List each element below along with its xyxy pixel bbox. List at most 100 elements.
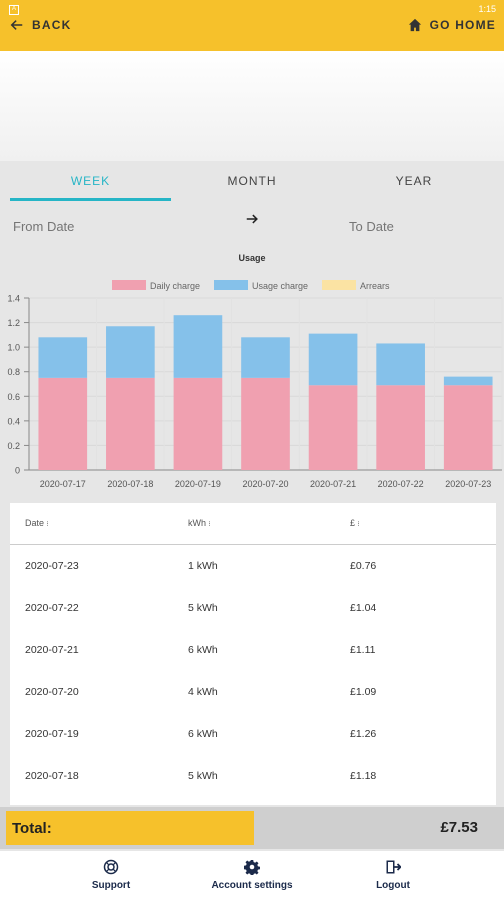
x-tick-label: 2020-07-23 bbox=[445, 479, 491, 489]
cell-cost: £1.09 bbox=[350, 686, 377, 698]
legend-swatch bbox=[112, 280, 146, 290]
y-tick-label: 1.4 bbox=[7, 294, 20, 304]
notification-icon: A bbox=[9, 5, 19, 15]
bar-segment bbox=[38, 337, 88, 378]
cell-cost: £0.76 bbox=[350, 560, 377, 572]
x-tick-label: 2020-07-18 bbox=[107, 479, 153, 489]
sort-icon: ⁝ bbox=[208, 521, 211, 528]
table-row: 2020-07-23 1 kWh £0.76 bbox=[10, 545, 496, 587]
y-tick-label: 1.2 bbox=[7, 318, 20, 328]
table-row: 2020-07-20 4 kWh £1.09 bbox=[10, 671, 496, 713]
column-header-kwh[interactable]: kWh ⁝ bbox=[188, 518, 211, 528]
column-header-date[interactable]: Date ⁝ bbox=[25, 518, 49, 528]
bar-segment bbox=[173, 315, 223, 378]
back-button[interactable]: BACK bbox=[10, 16, 71, 34]
total-bar: Total: £7.53 bbox=[0, 807, 504, 849]
bar-segment bbox=[443, 385, 493, 470]
table-row: 2020-07-18 5 kWh £1.18 bbox=[10, 755, 496, 797]
cell-date: 2020-07-23 bbox=[25, 560, 79, 572]
date-range bbox=[0, 206, 504, 246]
bar-segment bbox=[38, 377, 88, 470]
bar-segment bbox=[308, 333, 358, 386]
cell-date: 2020-07-18 bbox=[25, 770, 79, 782]
bar-segment bbox=[241, 337, 290, 378]
x-tick-label: 2020-07-22 bbox=[378, 479, 424, 489]
from-date-input[interactable] bbox=[13, 214, 173, 238]
nav-logout-label: Logout bbox=[376, 880, 410, 891]
total-value: £7.53 bbox=[440, 819, 478, 836]
tab-week[interactable]: WEEK bbox=[70, 174, 111, 188]
cell-kwh: 5 kWh bbox=[188, 770, 218, 782]
legend-swatch bbox=[214, 280, 248, 290]
cell-date: 2020-07-21 bbox=[25, 644, 79, 656]
usage-chart-svg: Usage Daily charge Usage charge Arrears 0 0.2… bbox=[7, 253, 503, 489]
bar-segment bbox=[376, 343, 425, 386]
back-label: BACK bbox=[32, 18, 72, 32]
column-header-cost[interactable]: £ ⁝ bbox=[350, 518, 360, 528]
bar-segment bbox=[106, 377, 155, 470]
y-tick-label: 0.2 bbox=[7, 441, 20, 451]
legend-label: Arrears bbox=[360, 281, 390, 291]
tab-month[interactable]: MONTH bbox=[227, 174, 277, 188]
cell-date: 2020-07-20 bbox=[25, 686, 79, 698]
cell-date: 2020-07-19 bbox=[25, 728, 79, 740]
cell-cost: £1.18 bbox=[350, 770, 377, 782]
cell-cost: £1.11 bbox=[350, 644, 376, 656]
y-tick-label: 0.8 bbox=[7, 367, 20, 377]
table-row: 2020-07-21 6 kWh £1.11 bbox=[10, 629, 496, 671]
tab-year[interactable]: YEAR bbox=[395, 174, 433, 188]
nav-support-label: Support bbox=[91, 880, 131, 891]
nav-account-settings-label: Account settings bbox=[211, 880, 293, 891]
x-tick-label: 2020-07-20 bbox=[242, 479, 288, 489]
home-icon bbox=[408, 18, 421, 32]
bar-segment bbox=[106, 326, 155, 378]
cell-kwh: 6 kWh bbox=[188, 728, 218, 740]
top-panel bbox=[0, 51, 504, 161]
cell-kwh: 4 kWh bbox=[188, 686, 218, 698]
table-row: 2020-07-19 6 kWh £1.26 bbox=[10, 713, 496, 755]
sort-icon: ⁝ bbox=[46, 521, 49, 528]
cell-kwh: 1 kWh bbox=[188, 560, 218, 572]
nav-support[interactable]: Support bbox=[51, 859, 171, 891]
nav-account-settings[interactable]: Account settings bbox=[192, 859, 312, 891]
gear-icon bbox=[244, 860, 260, 875]
legend-label: Daily charge bbox=[150, 281, 200, 291]
arrow-right-icon bbox=[246, 214, 258, 224]
bar-segment bbox=[376, 385, 425, 470]
y-tick-label: 0 bbox=[15, 466, 20, 476]
bar-segment bbox=[173, 377, 223, 470]
sort-icon: ⁝ bbox=[357, 521, 360, 528]
period-tabs: WEEK MONTH YEAR bbox=[0, 161, 504, 203]
cell-cost: £1.26 bbox=[350, 728, 377, 740]
usage-table: Date ⁝ kWh ⁝ £ ⁝ 2020-07-23 1 kWh £0.76 … bbox=[10, 503, 496, 805]
legend-swatch bbox=[322, 280, 356, 290]
nav-logout[interactable]: Logout bbox=[333, 859, 453, 891]
cell-kwh: 6 kWh bbox=[188, 644, 218, 656]
x-tick-label: 2020-07-21 bbox=[310, 479, 356, 489]
x-tick-label: 2020-07-19 bbox=[175, 479, 221, 489]
bar-segment bbox=[241, 377, 290, 470]
bar-segment bbox=[308, 385, 358, 470]
status-time: 1:15 bbox=[478, 4, 496, 14]
total-label: Total: bbox=[12, 820, 52, 837]
y-tick-label: 0.6 bbox=[7, 392, 20, 402]
total-label-box: Total: bbox=[6, 811, 254, 845]
bar-segment bbox=[443, 376, 493, 386]
logout-icon bbox=[386, 860, 401, 874]
table-header: Date ⁝ kWh ⁝ £ ⁝ bbox=[10, 503, 496, 545]
to-date-input[interactable] bbox=[349, 214, 504, 238]
tab-indicator bbox=[10, 198, 171, 201]
usage-chart: Usage Daily charge Usage charge Arrears 0 0.2… bbox=[0, 246, 504, 500]
x-tick-label: 2020-07-17 bbox=[40, 479, 86, 489]
cell-cost: £1.04 bbox=[350, 602, 377, 614]
arrow-left-icon bbox=[10, 20, 23, 30]
bottom-nav: Support Account settings Logout bbox=[0, 851, 504, 900]
home-label: GO HOME bbox=[429, 18, 496, 32]
support-icon bbox=[103, 859, 119, 875]
app-header: A 1:15 BACK GO HOME bbox=[0, 0, 504, 51]
cell-kwh: 5 kWh bbox=[188, 602, 218, 614]
legend-label: Usage charge bbox=[252, 281, 308, 291]
go-home-button[interactable]: GO HOME bbox=[408, 16, 496, 34]
y-tick-label: 1.0 bbox=[7, 343, 20, 353]
table-row: 2020-07-22 5 kWh £1.04 bbox=[10, 587, 496, 629]
